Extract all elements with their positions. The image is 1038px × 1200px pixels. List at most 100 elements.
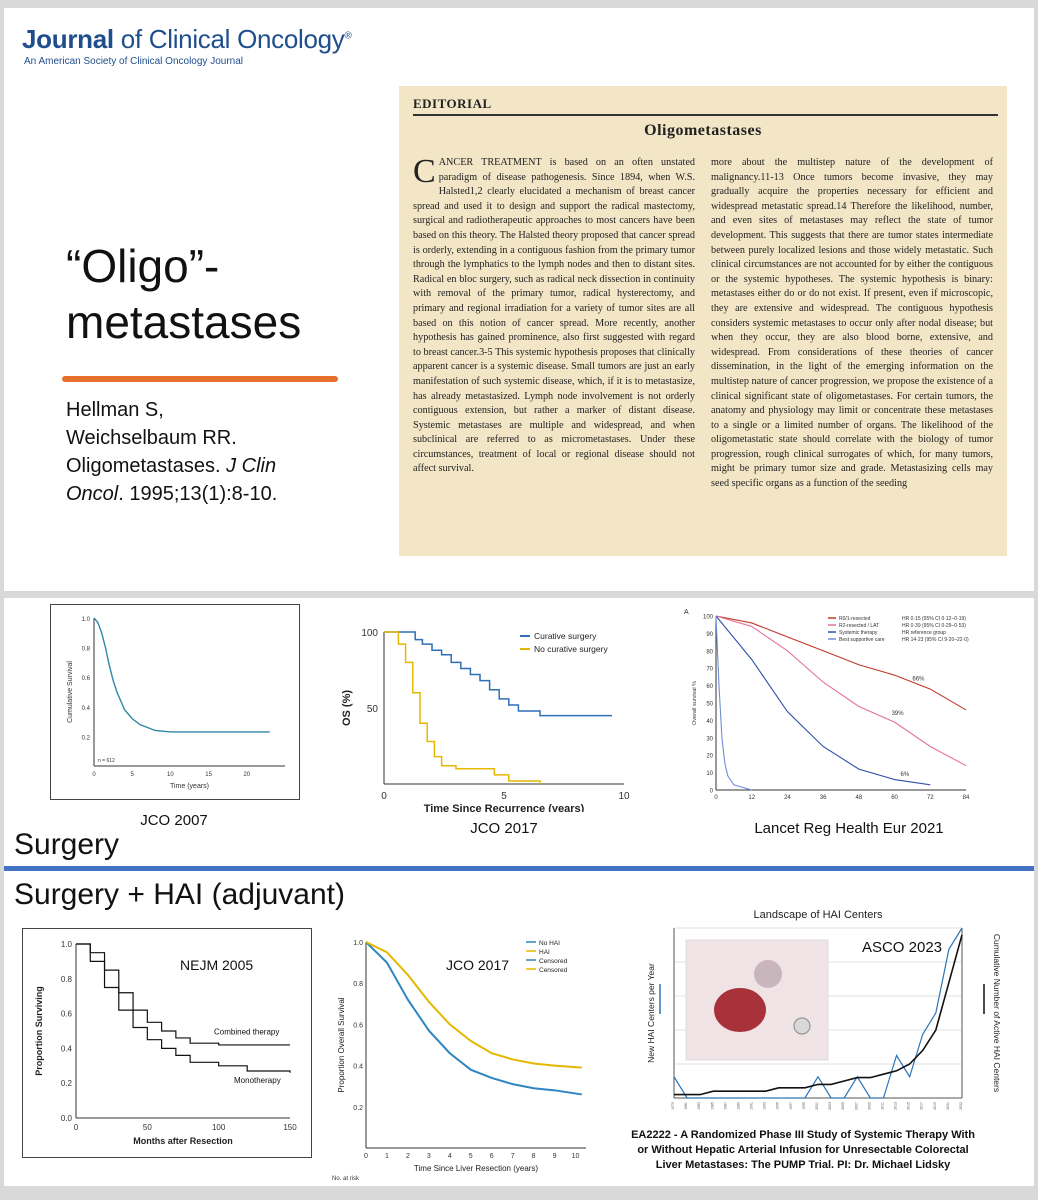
legend-label: Curative surgery (534, 631, 597, 641)
legend-label: Best supportive care (839, 637, 885, 643)
n-annotation: n = 612 (98, 758, 115, 764)
x-tick-label: 2019 (933, 1102, 937, 1110)
y-tick-label: 0.2 (82, 735, 91, 741)
legend-label: R2-resected / LAT (839, 623, 879, 629)
x-tick-label: 5 (131, 772, 135, 778)
survival-curve-1 (715, 615, 967, 767)
chart-frame (50, 604, 300, 800)
editorial-title: Oligometastases (644, 122, 762, 139)
survival-curve-1 (76, 943, 291, 1073)
chart-nejm-2005: 0.0 0.2 0.4 0.6 0.8 1.0 0 50 100 150 Months after … (22, 928, 312, 1158)
x-tick-label: 72 (927, 795, 934, 801)
y-tick-label: 60 (706, 684, 713, 690)
caption-lancet: Lancet Reg Health Eur 2021 (754, 820, 944, 837)
x-tick-label: 84 (963, 795, 970, 801)
x-tick-label: 2009 (867, 1102, 871, 1110)
x-tick-label: 4 (448, 1153, 452, 1160)
y-axis-label: Proportion Overall Survival (337, 997, 346, 1092)
section-label-surgery: Surgery (14, 828, 120, 861)
x-axis-label: Months after Resection (133, 1136, 233, 1146)
y-tick-label: 40 (706, 719, 713, 725)
survival-curve-2 (715, 615, 931, 786)
y-tick-label: 30 (706, 736, 713, 742)
annotation-66: 66% (912, 676, 925, 682)
overlay-label: ASCO 2023 (862, 939, 942, 956)
survival-curve-0 (76, 943, 290, 1046)
x-tick-label: 10 (572, 1153, 580, 1160)
y-tick-label: 50 (367, 704, 379, 715)
trial-description: EA2222 - A Randomized Phase III Study of… (631, 1129, 975, 1171)
x-tick-label: 8 (532, 1153, 536, 1160)
chart-jco-2017-recurrence: 50 100 0 5 10 Time Since Recurrence (years) OS… (341, 628, 630, 812)
y-axis-label-left: New HAI Centers per Year (646, 963, 656, 1063)
caption-jco-2017: JCO 2017 (470, 820, 538, 837)
x-tick-label: 1987 (723, 1102, 727, 1110)
chart-asco-2023: Landscape of HAI Centers 1979 1981 1983 1985… (646, 909, 1002, 1110)
x-tick-label: 2015 (907, 1102, 911, 1110)
legend-hr: HR 0·15 (95% CI 0·12–0·19) (902, 616, 966, 622)
x-tick-label: 0 (364, 1153, 368, 1160)
y-tick-label: 0.6 (353, 1022, 363, 1029)
x-tick-label: 2001 (815, 1102, 819, 1110)
y-axis-label: Cumulative Survival (67, 661, 74, 723)
x-tick-label: 36 (820, 795, 827, 801)
x-axis-label: Time Since Liver Resection (years) (414, 1164, 539, 1173)
x-tick-label: 0 (92, 772, 96, 778)
x-tick-label: 7 (511, 1153, 515, 1160)
x-tick-label: 48 (856, 795, 863, 801)
journal-subtitle: An American Society of Clinical Oncology… (24, 56, 243, 67)
chart-title: Landscape of HAI Centers (753, 909, 883, 921)
x-tick-label: 3 (427, 1153, 431, 1160)
editorial-image: EDITORIAL Oligometastases C ANCER TREATME… (399, 86, 1007, 556)
x-tick-label: 12 (748, 795, 755, 801)
y-axis-label: Proportion Surviving (34, 986, 44, 1076)
y-tick-label: 100 (703, 615, 714, 621)
y-tick-label: 50 (706, 702, 713, 708)
legend-label: Censored (539, 958, 568, 965)
illustration-liver (714, 988, 766, 1032)
x-tick-label: 1997 (789, 1102, 793, 1110)
survival-curve-0 (365, 941, 582, 1096)
y-tick-label: 0.6 (61, 1010, 73, 1019)
x-tick-label: 1991 (750, 1102, 754, 1110)
title-underline (62, 376, 338, 382)
survival-curve-3 (715, 615, 752, 791)
chart-frame (22, 928, 312, 1158)
chart-jco-2007: 0.2 0.4 0.6 0.8 1.0 0 5 10 15 20 Time (years) Cumul… (50, 604, 300, 800)
panel-label: A (684, 609, 689, 616)
y-tick-label: 0.2 (353, 1105, 363, 1112)
x-tick-label: 150 (283, 1123, 297, 1132)
slide-oligometastases: Journal of Clinical Oncology® An America… (4, 8, 1034, 591)
caption-jco-2007: JCO 2007 (140, 812, 208, 829)
y-tick-label: 0.6 (82, 676, 91, 682)
x-tick-label: 60 (891, 795, 898, 801)
x-tick-label: 1979 (671, 1102, 675, 1110)
y-tick-label: 0.0 (61, 1114, 73, 1123)
chart-jco-2017-hai: 0.2 0.4 0.6 0.8 1.0 0 1 2 3 4 5 6 7 8 9 10 Time Since Li… (332, 940, 586, 1182)
legend-hr: HR 14·23 (95% CI 9·20–22·0) (902, 637, 969, 643)
editorial-column-1: C ANCER TREATMENT is based on an often un… (413, 153, 695, 475)
x-tick-label: 1989 (736, 1102, 740, 1110)
x-tick-label: 50 (143, 1123, 152, 1132)
x-tick-label: 9 (553, 1153, 557, 1160)
y-tick-label: 100 (361, 628, 378, 639)
x-tick-label: 100 (212, 1123, 226, 1132)
y-tick-label: 80 (706, 649, 713, 655)
editorial-label: EDITORIAL (413, 96, 998, 116)
y-axis-label-right: Cumulative Number of Active HAI Centers (992, 934, 1002, 1092)
y-tick-label: 90 (706, 632, 713, 638)
y-tick-label: 1.0 (353, 940, 363, 947)
slide-title: “Oligo”- metastases (66, 240, 302, 348)
x-tick-label: 5 (501, 791, 507, 802)
y-tick-label: 10 (706, 771, 713, 777)
x-tick-label: 1985 (710, 1102, 714, 1110)
y-tick-label: 0.2 (61, 1079, 73, 1088)
x-tick-label: 5 (469, 1153, 473, 1160)
x-tick-label: 1993 (763, 1102, 767, 1110)
survival-curve-0 (715, 615, 967, 711)
x-tick-label: 0 (74, 1123, 79, 1132)
x-tick-label: 1995 (776, 1102, 780, 1110)
x-tick-label: 2 (406, 1153, 410, 1160)
x-tick-label: 10 (618, 791, 630, 802)
legend-label: HAI (539, 949, 550, 956)
